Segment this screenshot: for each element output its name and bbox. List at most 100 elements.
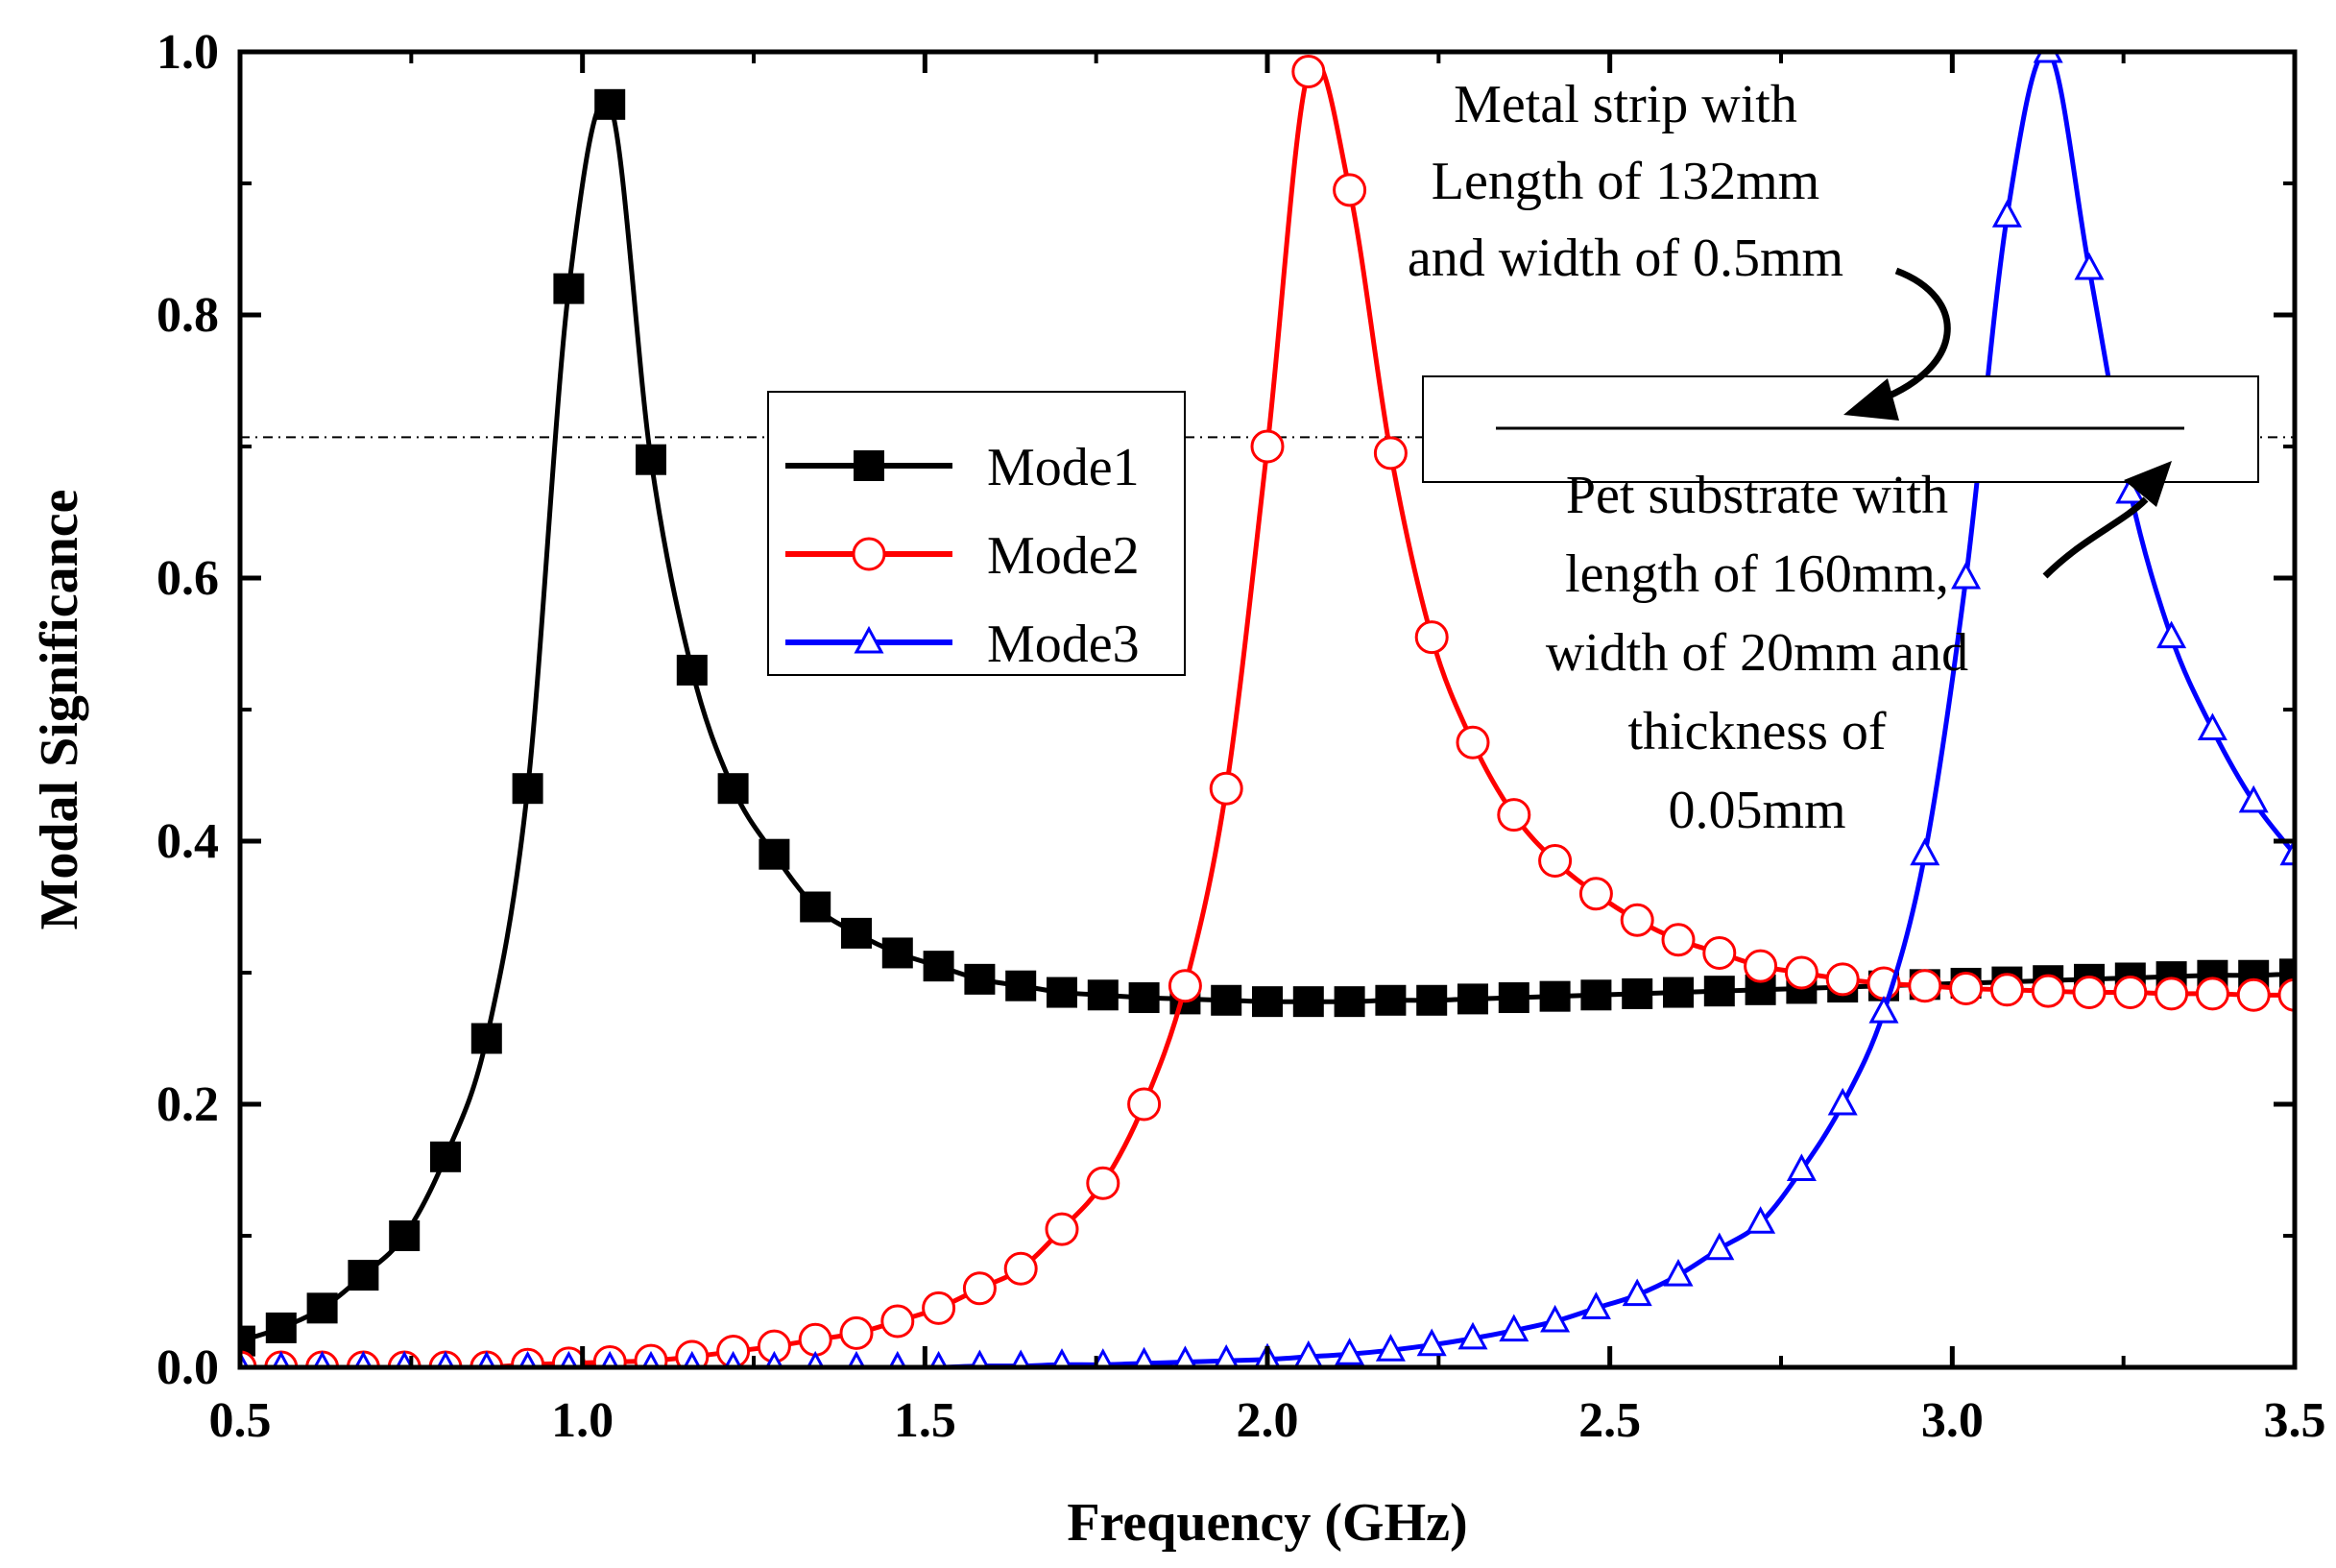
data-point-mode2 <box>1497 798 1531 832</box>
data-point-mode1 <box>1498 982 1529 1014</box>
x-axis: 0.5 1.0 1.5 2.0 2.5 3.0 3.5 <box>209 52 2326 1448</box>
legend-marker-mode3 <box>854 625 884 654</box>
series-layer <box>240 52 2295 1367</box>
data-point-mode1 <box>1211 984 1242 1016</box>
data-point-mode1 <box>1663 977 1694 1008</box>
annotation-line: 0.05mm <box>1668 781 1845 840</box>
data-point-mode3 <box>1580 1291 1611 1319</box>
data-point-mode2 <box>962 1271 997 1306</box>
series-line-mode2 <box>240 59 2295 1367</box>
data-point-mode2 <box>2113 976 2148 1010</box>
substrate-label: Pet substrate with length of 160mm, width … <box>1546 466 1968 840</box>
data-point-mode2 <box>1784 955 1818 990</box>
data-point-mode3 <box>1746 1206 1776 1234</box>
data-point-mode1 <box>717 773 749 805</box>
data-point-mode1 <box>1047 977 1077 1008</box>
data-point-mode3 <box>1704 1232 1735 1261</box>
data-point-mode1 <box>964 963 996 995</box>
annotation-line: Metal strip with <box>1454 75 1797 134</box>
data-point-mode3 <box>1622 1278 1652 1307</box>
data-point-mode1 <box>800 891 831 923</box>
data-point-mode2 <box>2195 977 2229 1011</box>
data-point-mode2 <box>2155 977 2189 1011</box>
metal-strip-label: Metal strip with Length of 132mm and width… <box>1408 75 1843 288</box>
x-tick-label: 1.5 <box>894 1393 956 1448</box>
data-point-mode2 <box>1250 429 1285 464</box>
antenna-annotation: Metal strip with Length of 132mm and width… <box>1408 75 2259 840</box>
data-point-mode1 <box>759 838 790 870</box>
data-point-mode2 <box>1373 436 1408 470</box>
data-point-mode3 <box>1011 1349 1031 1367</box>
data-point-mode2 <box>1045 1212 1079 1246</box>
data-point-mode2 <box>1661 923 1696 957</box>
data-point-mode2 <box>1127 1087 1162 1122</box>
legend-label-mode3: Mode3 <box>987 615 1140 674</box>
data-point-mode2 <box>1825 962 1860 997</box>
data-point-mode3 <box>1951 561 1982 590</box>
data-point-mode1 <box>636 444 666 475</box>
data-point-mode2 <box>1538 844 1573 879</box>
data-point-mode3 <box>970 1349 990 1367</box>
data-point-mode2 <box>1414 620 1449 655</box>
y-tick-label: 0.4 <box>157 814 219 869</box>
data-point-mode3 <box>2156 620 2187 649</box>
y-axis: 0.0 0.2 0.4 0.6 0.8 1.0 <box>157 25 2295 1395</box>
data-point-mode2 <box>1003 1251 1038 1286</box>
data-point-mode3 <box>2279 837 2295 866</box>
data-point-mode1 <box>265 1312 297 1343</box>
plot-frame <box>237 49 2298 1370</box>
data-point-mode1 <box>1334 986 1365 1018</box>
data-point-mode2 <box>880 1304 915 1339</box>
legend-box <box>767 391 1186 676</box>
data-point-mode2 <box>1702 935 1737 970</box>
data-point-mode1 <box>1703 976 1735 1007</box>
annotation-line: width of 20mm and <box>1546 623 1968 683</box>
data-point-mode2 <box>2031 974 2065 1008</box>
data-point-mode1 <box>1128 982 1160 1014</box>
data-point-mode2 <box>1908 969 1942 1003</box>
data-point-mode2 <box>798 1322 832 1357</box>
data-point-mode3 <box>1663 1258 1694 1287</box>
data-point-mode2 <box>2277 977 2295 1012</box>
data-point-mode2 <box>1744 949 1778 983</box>
data-point-mode3 <box>2238 784 2269 813</box>
data-point-mode2 <box>1333 173 1367 207</box>
annotation-line: Pet substrate with <box>1566 466 1948 525</box>
data-point-mode1 <box>1375 984 1407 1016</box>
annotation-line: length of 160mm, <box>1565 544 1949 604</box>
y-axis-title: Modal Significance <box>30 490 89 930</box>
data-point-mode3 <box>1051 1348 1072 1367</box>
x-axis-title: Frequency (GHz) <box>1067 1493 1467 1553</box>
data-point-mode2 <box>1578 877 1613 911</box>
data-point-mode1 <box>841 917 872 949</box>
data-point-mode1 <box>306 1292 338 1324</box>
data-point-mode1 <box>923 951 954 982</box>
data-point-mode1 <box>512 773 543 805</box>
y-tick-label: 0.6 <box>157 551 219 606</box>
data-point-mode1 <box>389 1220 421 1251</box>
data-point-mode1 <box>1416 984 1448 1016</box>
data-point-mode3 <box>2074 252 2105 280</box>
legend-marker-mode2 <box>852 537 886 571</box>
series-line-mode3 <box>240 52 2295 1367</box>
data-point-mode2 <box>1209 771 1243 806</box>
x-tick-label: 3.5 <box>2264 1393 2326 1448</box>
data-point-mode3 <box>1133 1346 1156 1367</box>
data-point-mode1 <box>1539 980 1571 1012</box>
data-point-mode3 <box>1991 200 2022 228</box>
data-point-mode3 <box>1786 1153 1817 1181</box>
data-point-mode3 <box>1214 1344 1240 1367</box>
data-point-mode3 <box>1375 1334 1406 1362</box>
legend: Mode1 Mode2 Mode3 <box>767 391 1186 676</box>
data-point-mode1 <box>1580 979 1612 1011</box>
x-tick-label: 2.5 <box>1578 1393 1641 1448</box>
metal-strip-arrow <box>1868 267 1951 407</box>
data-point-mode1 <box>430 1141 461 1172</box>
data-point-mode2 <box>2236 977 2271 1012</box>
data-point-mode1 <box>1622 977 1653 1009</box>
data-point-mode3 <box>1457 1321 1488 1350</box>
data-point-mode2 <box>1168 969 1202 1003</box>
series-mode2 <box>240 55 2295 1367</box>
data-point-mode2 <box>2072 976 2107 1010</box>
